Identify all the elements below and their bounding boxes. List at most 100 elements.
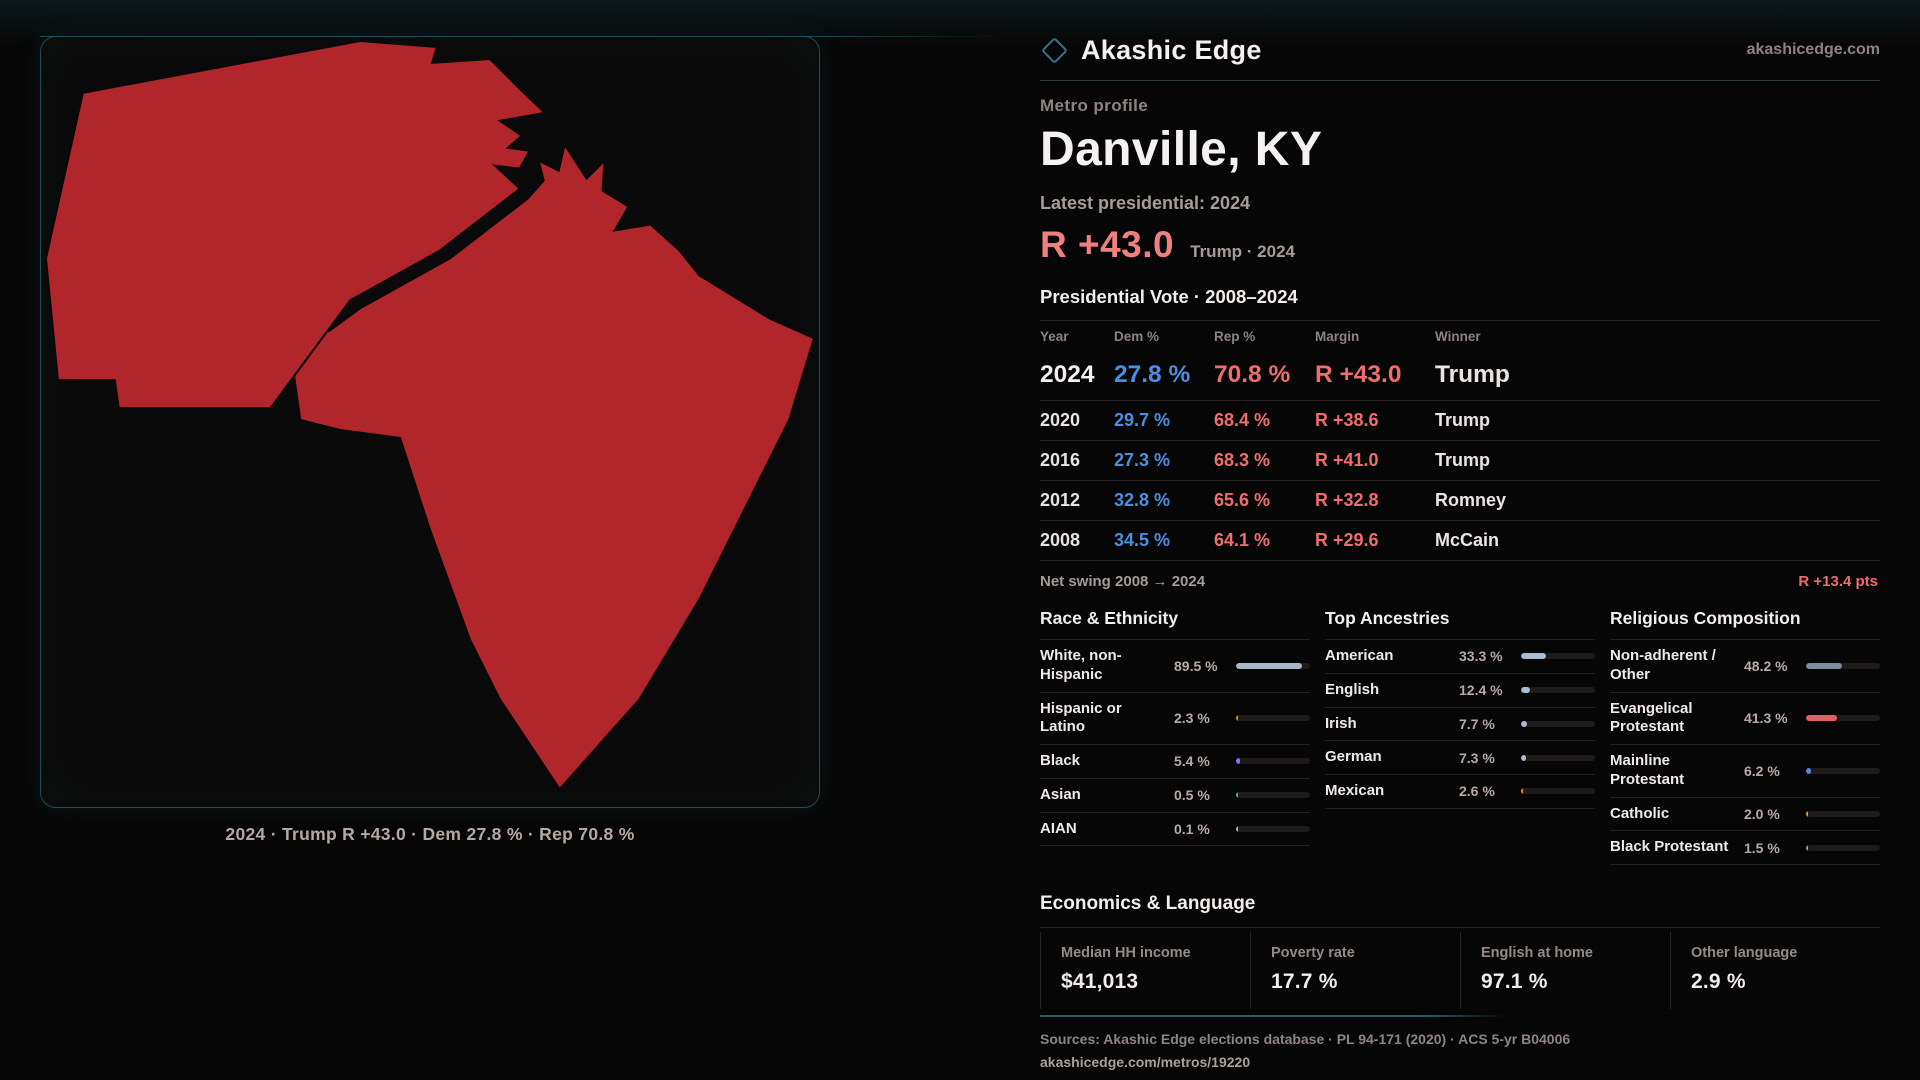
bar-track xyxy=(1236,825,1310,832)
demo-value: 48.2 % xyxy=(1744,657,1788,674)
demo-label: Hispanic or Latino xyxy=(1040,699,1122,736)
table-row: 2020 29.7 % 68.4 % R +38.6 Trump xyxy=(1040,400,1880,440)
col-winner: Winner xyxy=(1435,329,1481,344)
bar-fill xyxy=(1236,792,1238,799)
county-shape-lincoln xyxy=(289,142,816,791)
cell-year: 2016 xyxy=(1040,450,1081,470)
cell-year: 2008 xyxy=(1040,530,1081,550)
section-race-ethnicity: Race & Ethnicity White, non-Hispanic 89.… xyxy=(1040,602,1310,865)
bar-track xyxy=(1806,662,1880,669)
bar-fill xyxy=(1806,844,1808,851)
demo-label: Irish xyxy=(1325,714,1357,732)
list-item: Asian 0.5 % xyxy=(1040,779,1310,813)
bar-track xyxy=(1806,767,1880,774)
table-row: 2024 27.8 % 70.8 % R +43.0 Trump xyxy=(1040,351,1880,400)
cell-rep: 70.8 % xyxy=(1214,361,1291,388)
county-map-panel xyxy=(40,36,820,808)
stat-poverty-rate: Poverty rate 17.7 % xyxy=(1250,932,1460,1009)
stat-value: 2.9 % xyxy=(1691,970,1746,993)
bar-track xyxy=(1806,715,1880,722)
demo-value: 2.3 % xyxy=(1174,710,1210,727)
cell-rep: 64.1 % xyxy=(1214,530,1271,550)
demographics-grid: Race & Ethnicity White, non-Hispanic 89.… xyxy=(1040,602,1880,865)
brand-domain-link[interactable]: akashicedge.com xyxy=(1746,41,1880,58)
demo-value: 7.3 % xyxy=(1459,749,1495,766)
brand-header: Akashic Edge akashicedge.com xyxy=(1040,30,1880,70)
stat-value: $41,013 xyxy=(1061,970,1139,993)
stat-english-at-home: English at home 97.1 % xyxy=(1460,932,1670,1009)
list-item: Mexican 2.6 % xyxy=(1325,775,1595,809)
map-caption: 2024 · Trump R +43.0 · Dem 27.8 % · Rep … xyxy=(225,824,635,844)
list-item: Mainline Protestant 6.2 % xyxy=(1610,745,1880,798)
demo-value: 89.5 % xyxy=(1174,657,1218,674)
bar-fill xyxy=(1236,715,1238,722)
list-item: English 12.4 % xyxy=(1325,674,1595,708)
table-row: 2012 32.8 % 65.6 % R +32.8 Romney xyxy=(1040,480,1880,520)
demo-label: German xyxy=(1325,748,1382,766)
bar-fill xyxy=(1806,767,1811,774)
bar-track xyxy=(1236,715,1310,722)
cell-winner: Romney xyxy=(1435,490,1507,510)
bar-fill xyxy=(1236,758,1240,765)
cell-dem: 34.5 % xyxy=(1114,530,1171,550)
header-divider xyxy=(1040,80,1880,81)
stat-value: 97.1 % xyxy=(1481,970,1548,993)
bar-track xyxy=(1236,662,1310,669)
demo-label: Black xyxy=(1040,752,1081,769)
headline-margin: R +43.0 Trump · 2024 xyxy=(1040,224,1880,266)
vote-table-header: Year Dem % Rep % Margin Winner xyxy=(1040,320,1880,351)
cell-margin: R +41.0 xyxy=(1315,450,1379,470)
list-item: Catholic 2.0 % xyxy=(1610,798,1880,832)
col-margin: Margin xyxy=(1315,329,1360,344)
bar-fill xyxy=(1521,754,1527,761)
list-item: American 33.3 % xyxy=(1325,640,1595,674)
section-top-ancestries: Top Ancestries American 33.3 % English 1… xyxy=(1325,602,1595,865)
profile-kicker: Metro profile xyxy=(1040,96,1149,115)
cell-dem: 32.8 % xyxy=(1114,490,1171,510)
col-year: Year xyxy=(1040,329,1069,344)
economics-section: Economics & Language Median HH income $4… xyxy=(1040,893,1880,1017)
bar-track xyxy=(1806,844,1880,851)
demo-value: 33.3 % xyxy=(1459,648,1503,665)
choropleth-map xyxy=(44,39,816,791)
cell-year: 2024 xyxy=(1040,361,1095,388)
bar-fill xyxy=(1236,825,1238,832)
list-item: White, non-Hispanic 89.5 % xyxy=(1040,640,1310,693)
stat-median-hh-income: Median HH income $41,013 xyxy=(1040,932,1250,1009)
demo-value: 41.3 % xyxy=(1744,710,1788,727)
demo-value: 7.7 % xyxy=(1459,715,1495,732)
bar-track xyxy=(1236,758,1310,765)
list-item: German 7.3 % xyxy=(1325,741,1595,775)
net-swing-label: Net swing 2008 → 2024 xyxy=(1040,573,1206,590)
brand-name: Akashic Edge xyxy=(1081,34,1262,65)
table-row: 2008 34.5 % 64.1 % R +29.6 McCain xyxy=(1040,520,1880,561)
cell-winner: Trump xyxy=(1435,361,1510,388)
bar-track xyxy=(1236,792,1310,799)
economics-title: Economics & Language xyxy=(1040,893,1256,914)
bar-track xyxy=(1521,687,1595,694)
vote-table: Year Dem % Rep % Margin Winner 2024 27.8… xyxy=(1040,320,1880,561)
demo-label: Black Protestant xyxy=(1610,838,1729,856)
list-item: Black 5.4 % xyxy=(1040,745,1310,779)
demo-label: AIAN xyxy=(1040,819,1077,837)
cell-winner: McCain xyxy=(1435,530,1500,550)
demo-label: Evangelical Protestant xyxy=(1610,699,1693,736)
cell-margin: R +32.8 xyxy=(1315,490,1379,510)
list-item: Hispanic or Latino 2.3 % xyxy=(1040,693,1310,745)
cell-rep: 65.6 % xyxy=(1214,490,1271,510)
demo-value: 5.4 % xyxy=(1174,753,1210,770)
bar-track xyxy=(1521,788,1595,795)
bar-fill xyxy=(1806,662,1842,669)
demo-value: 0.1 % xyxy=(1174,820,1210,837)
cell-dem: 27.8 % xyxy=(1114,361,1191,388)
permalink[interactable]: akashicedge.com/metros/19220 xyxy=(1040,1054,1251,1070)
demo-value: 12.4 % xyxy=(1459,682,1503,699)
list-item: Black Protestant 1.5 % xyxy=(1610,831,1880,865)
col-rep: Rep % xyxy=(1214,329,1256,344)
section-title: Religious Composition xyxy=(1610,602,1880,640)
headline-margin-sub: Trump · 2024 xyxy=(1190,242,1295,261)
brand-diamond-icon xyxy=(1041,36,1068,64)
bar-track xyxy=(1521,754,1595,761)
demo-value: 0.5 % xyxy=(1174,787,1210,804)
demo-label: Asian xyxy=(1040,785,1081,803)
